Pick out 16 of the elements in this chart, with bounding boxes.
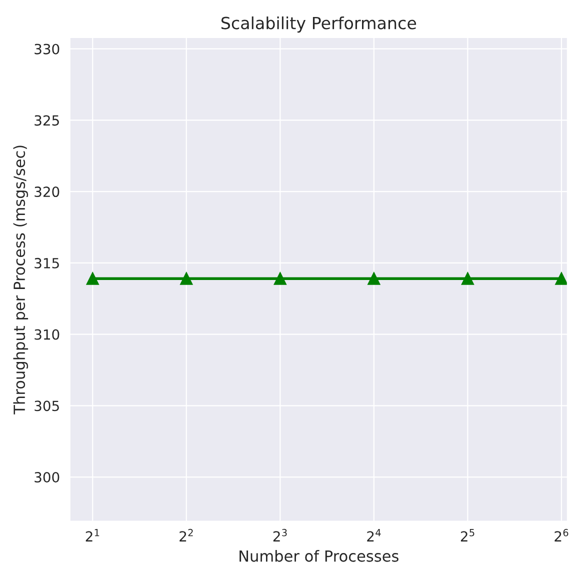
y-tick-label: 320 <box>34 186 60 198</box>
x-tick-label: 2$^{4}$ <box>367 529 381 542</box>
chart-title: Scalability Performance <box>221 16 416 33</box>
y-tick-label: 310 <box>34 329 60 340</box>
x-tick-label: 2$^{6}$ <box>554 528 568 542</box>
x-tick-label: 2$^{2}$ <box>180 528 193 542</box>
y-tick-label: 305 <box>34 400 59 412</box>
y-tick-label: 330 <box>34 44 60 54</box>
y-tick-label: 315 <box>34 258 59 268</box>
y-axis-title: Throughput per Process (msgs/sec) <box>13 146 28 414</box>
x-axis-title: Number of Processes <box>240 550 398 562</box>
y-tick-label: 325 <box>34 115 59 126</box>
x-tick-label: 2$^{3}$ <box>273 528 287 542</box>
x-tick-label: 2$^{5}$ <box>460 529 474 542</box>
y-tick-label: 300 <box>34 472 60 483</box>
x-tick-label: 2$^{1}$ <box>86 529 100 542</box>
